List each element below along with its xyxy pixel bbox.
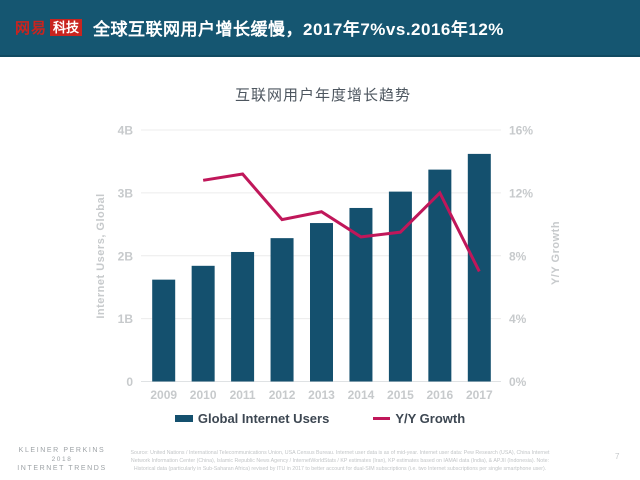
bar-2014 bbox=[349, 207, 373, 382]
x-axis-label: 2014 bbox=[348, 388, 375, 402]
source-note: Source: United Nations / International T… bbox=[130, 449, 550, 472]
left-axis-tick: 0 bbox=[126, 375, 133, 389]
bar-2010 bbox=[191, 265, 215, 382]
bar-series-swatch-icon bbox=[174, 415, 193, 422]
right-axis-tick: 16% bbox=[509, 124, 533, 138]
bar-2009 bbox=[152, 279, 176, 382]
tech-logo-badge: 科技 bbox=[50, 19, 83, 36]
x-axis-label: 2010 bbox=[190, 388, 217, 402]
bar-2013 bbox=[310, 223, 333, 382]
x-axis-label: 2009 bbox=[150, 388, 177, 402]
x-axis-label: 2011 bbox=[230, 388, 256, 402]
x-axis-label: 2012 bbox=[269, 388, 296, 402]
bar-2012 bbox=[270, 238, 294, 382]
x-axis-label: 2013 bbox=[308, 388, 335, 402]
brand-line: KLEINER PERKINS bbox=[18, 447, 106, 454]
right-axis-tick: 12% bbox=[509, 186, 533, 200]
brand-line: INTERNET TRENDS bbox=[17, 465, 107, 472]
x-axis-label: 2017 bbox=[466, 388, 493, 402]
page-number: 7 bbox=[615, 452, 620, 461]
bar-2016 bbox=[428, 169, 452, 382]
netease-logo-text: 网易 bbox=[15, 20, 48, 37]
article-title: 全球互联网用户增长缓慢，2017年7%vs.2016年12% bbox=[93, 20, 504, 39]
bar-2017 bbox=[467, 153, 491, 382]
left-axis-tick: 3B bbox=[118, 186, 134, 200]
kleiner-perkins-brand: KLEINER PERKINS 2018 INTERNET TRENDS bbox=[6, 447, 118, 472]
legend-label: Global Internet Users bbox=[197, 411, 330, 426]
brand-line: 2018 bbox=[51, 456, 73, 463]
x-axis-label: 2015 bbox=[387, 388, 414, 402]
right-axis-tick: 4% bbox=[509, 312, 527, 326]
chart-title: 互联网用户年度增长趋势 bbox=[234, 87, 411, 104]
line-series-swatch-icon bbox=[373, 417, 391, 420]
left-axis-tick: 2B bbox=[118, 249, 134, 263]
x-axis-label: 2016 bbox=[426, 388, 453, 402]
right-axis-tick: 8% bbox=[509, 249, 527, 263]
legend-label: Y/Y Growth bbox=[395, 411, 466, 426]
header-bar: 网易 科技 全球互联网用户增长缓慢，2017年7%vs.2016年12% bbox=[0, 0, 640, 57]
legend-item-global-internet-users: Global Internet Users bbox=[174, 411, 330, 426]
growth-line bbox=[202, 172, 481, 273]
chart-legend: Global Internet Users Y/Y Growth bbox=[0, 411, 640, 426]
left-axis-tick: 4B bbox=[118, 124, 134, 138]
bar-2015 bbox=[388, 191, 412, 382]
left-axis-tick: 1B bbox=[118, 312, 134, 326]
legend-item-yy-growth: Y/Y Growth bbox=[373, 411, 465, 426]
bar-2011 bbox=[231, 251, 255, 382]
netease-tech-logo[interactable]: 网易 科技 bbox=[15, 17, 83, 38]
right-axis-tick: 0% bbox=[509, 375, 527, 389]
